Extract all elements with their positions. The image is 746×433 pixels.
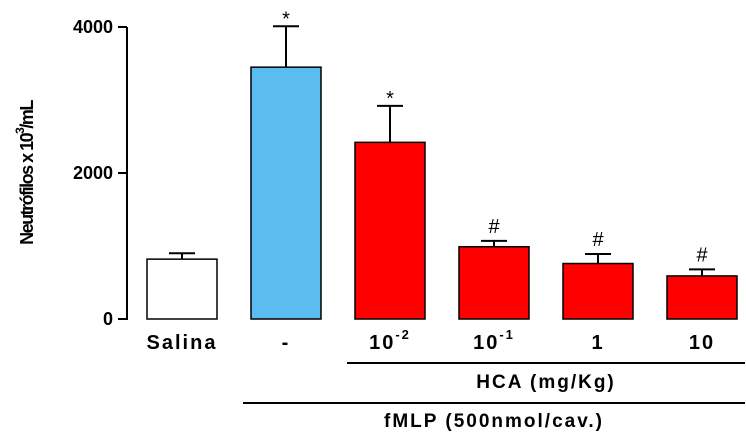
chart-labels: Salina*-*10-2#10-1#1#10 xyxy=(147,8,715,354)
group-label-0: HCA (mg/Kg) xyxy=(476,372,616,393)
category-label-base: 10 xyxy=(369,332,395,354)
group-label-1: fMLP (500nmol/cav.) xyxy=(384,411,604,432)
category-label-1: - xyxy=(282,332,291,354)
significance-mark-1: * xyxy=(282,8,290,30)
y-axis-title: Neutrófilos x 103/mL xyxy=(13,100,37,245)
chart-axes: 0 2000 4000 Neutrófilos x 103/mL xyxy=(13,17,128,329)
category-label-exponent: -2 xyxy=(395,327,411,342)
category-label-exponent: -1 xyxy=(499,327,515,342)
significance-mark-4: # xyxy=(592,229,604,251)
category-label-base: 10 xyxy=(689,332,715,354)
category-label-base: 1 xyxy=(591,332,604,354)
y-axis-title-sup: 3 xyxy=(13,127,27,134)
y-tick-label: 2000 xyxy=(73,163,113,183)
chart-bars xyxy=(146,25,738,320)
category-label-4: 1 xyxy=(591,332,604,354)
significance-mark-5: # xyxy=(696,244,708,266)
bar-0 xyxy=(146,258,218,320)
bar-5 xyxy=(666,275,738,320)
category-label-3: 10-1 xyxy=(473,327,515,354)
bar-1 xyxy=(250,66,322,320)
y-axis-title-unit: /mL xyxy=(17,100,37,129)
category-label-2: 10-2 xyxy=(369,327,411,354)
y-tick-label: 4000 xyxy=(73,17,113,37)
category-label-base: 10 xyxy=(473,332,499,354)
y-tick-label: 0 xyxy=(103,309,113,329)
category-label-0: Salina xyxy=(147,332,218,354)
category-label-5: 10 xyxy=(689,332,715,354)
significance-mark-2: * xyxy=(386,88,394,110)
y-axis-title-main: Neutrófilos x 10 xyxy=(17,132,37,245)
bar-4 xyxy=(562,262,634,320)
significance-mark-3: # xyxy=(488,216,500,238)
category-label-base: Salina xyxy=(147,332,218,354)
chart-groups: HCA (mg/Kg) fMLP (500nmol/cav.) xyxy=(243,362,745,432)
category-label-base: - xyxy=(282,332,291,354)
bar-3 xyxy=(458,245,530,320)
bar-2 xyxy=(354,141,426,320)
